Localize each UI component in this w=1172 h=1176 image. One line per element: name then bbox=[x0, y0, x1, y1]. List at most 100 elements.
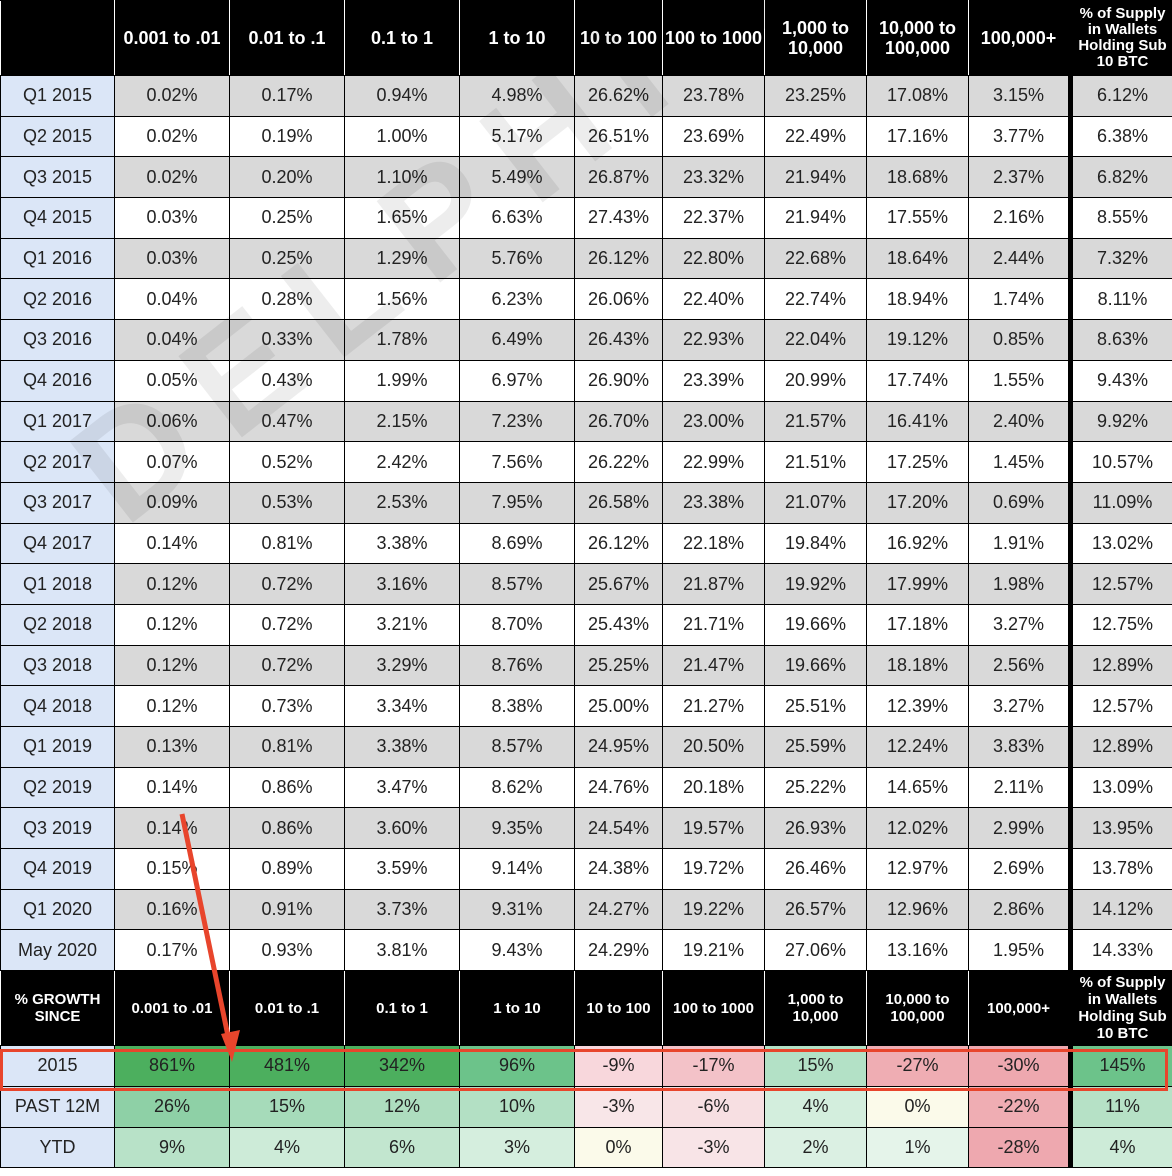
table-row: Q1 2019 0.13% 0.81% 3.38% 8.57% 24.95% 20.50% 2… bbox=[0, 726, 1172, 768]
table-cell: 0.02% bbox=[114, 115, 230, 158]
table-cell: 19.22% bbox=[662, 888, 765, 931]
growth-cell: -9% bbox=[574, 1045, 663, 1087]
table-cell: 0.25% bbox=[229, 197, 345, 239]
table-cell: 0.06% bbox=[114, 400, 230, 443]
table-cell: 0.81% bbox=[229, 522, 345, 565]
table-cell: 5.49% bbox=[459, 156, 575, 199]
growth-cell: 1% bbox=[866, 1126, 969, 1169]
table-cell: 20.99% bbox=[764, 359, 867, 402]
table-cell: 6.12% bbox=[1068, 75, 1172, 117]
table-cell: 13.16% bbox=[866, 929, 969, 972]
table-cell: 0.13% bbox=[114, 726, 230, 768]
table-cell: 14.33% bbox=[1068, 929, 1172, 972]
growth-cell: 9% bbox=[114, 1126, 230, 1169]
table-cell: 23.69% bbox=[662, 115, 765, 158]
table-cell: 3.38% bbox=[344, 522, 460, 565]
table-cell: 3.15% bbox=[968, 75, 1071, 117]
growth-cell: 4% bbox=[764, 1085, 867, 1128]
growth-cell: 0% bbox=[866, 1085, 969, 1128]
table-cell: 18.68% bbox=[866, 156, 969, 199]
table-cell: 23.32% bbox=[662, 156, 765, 199]
table-row: Q2 2019 0.14% 0.86% 3.47% 8.62% 24.76% 20.18% 2… bbox=[0, 766, 1172, 809]
table-row: Q1 2017 0.06% 0.47% 2.15% 7.23% 26.70% 23.00% 2… bbox=[0, 400, 1172, 443]
table-cell: 0.28% bbox=[229, 278, 345, 321]
table-cell: 27.43% bbox=[574, 197, 663, 239]
table-cell: 18.18% bbox=[866, 644, 969, 687]
growth-cell: 96% bbox=[459, 1045, 575, 1087]
table-cell: 8.69% bbox=[459, 522, 575, 565]
table-cell: 3.83% bbox=[968, 726, 1071, 768]
table-row: Q3 2019 0.14% 0.86% 3.60% 9.35% 24.54% 19.57% 2… bbox=[0, 807, 1172, 850]
table-cell: 17.16% bbox=[866, 115, 969, 158]
table-cell: 13.95% bbox=[1068, 807, 1172, 850]
growth-column-header: 10 to 100 bbox=[574, 970, 663, 1047]
growth-row: 2015 861% 481% 342% 96% -9% -17% 15% -27% -30% 145… bbox=[0, 1045, 1172, 1087]
table-cell: 17.20% bbox=[866, 481, 969, 524]
table-cell: 0.47% bbox=[229, 400, 345, 443]
table-cell: 25.25% bbox=[574, 644, 663, 687]
table-row: Q3 2018 0.12% 0.72% 3.29% 8.76% 25.25% 21.47% 1… bbox=[0, 644, 1172, 687]
growth-cell: 15% bbox=[764, 1045, 867, 1087]
table-cell: 26.70% bbox=[574, 400, 663, 443]
table-cell: 2.37% bbox=[968, 156, 1071, 199]
table-row: Q2 2016 0.04% 0.28% 1.56% 6.23% 26.06% 22.40% 2… bbox=[0, 278, 1172, 321]
table-cell: 0.43% bbox=[229, 359, 345, 402]
table-cell: 0.72% bbox=[229, 563, 345, 605]
table-row: Q3 2015 0.02% 0.20% 1.10% 5.49% 26.87% 23.32% 2… bbox=[0, 156, 1172, 199]
table-cell: 11.09% bbox=[1068, 481, 1172, 524]
table-cell: 19.66% bbox=[764, 644, 867, 687]
row-label: Q4 2015 bbox=[0, 197, 115, 239]
table-cell: 12.89% bbox=[1068, 644, 1172, 687]
table-cell: 12.75% bbox=[1068, 603, 1172, 646]
table-cell: 1.55% bbox=[968, 359, 1071, 402]
column-header: 0.01 to .1 bbox=[229, 0, 345, 76]
table-cell: 0.12% bbox=[114, 603, 230, 646]
table-row: May 2020 0.17% 0.93% 3.81% 9.43% 24.29% 19.21%… bbox=[0, 929, 1172, 972]
table-cell: 22.49% bbox=[764, 115, 867, 158]
table-cell: 0.73% bbox=[229, 685, 345, 727]
row-label: Q1 2016 bbox=[0, 237, 115, 280]
table-cell: 1.95% bbox=[968, 929, 1071, 972]
table-row: Q1 2020 0.16% 0.91% 3.73% 9.31% 24.27% 19.22% 2… bbox=[0, 888, 1172, 931]
table-cell: 17.74% bbox=[866, 359, 969, 402]
column-header: 1 to 10 bbox=[459, 0, 575, 76]
column-header: % of Supply in Wallets Holding Sub 10 BT… bbox=[1068, 0, 1172, 76]
table-cell: 0.02% bbox=[114, 75, 230, 117]
table-cell: 12.89% bbox=[1068, 726, 1172, 768]
row-label: Q2 2016 bbox=[0, 278, 115, 321]
table-cell: 25.43% bbox=[574, 603, 663, 646]
table-cell: 1.00% bbox=[344, 115, 460, 158]
table-cell: 2.16% bbox=[968, 197, 1071, 239]
table-cell: 21.51% bbox=[764, 441, 867, 483]
table-cell: 26.87% bbox=[574, 156, 663, 199]
table-cell: 2.56% bbox=[968, 644, 1071, 687]
table-cell: 18.94% bbox=[866, 278, 969, 321]
table-cell: 5.76% bbox=[459, 237, 575, 280]
growth-cell: 145% bbox=[1068, 1045, 1172, 1087]
table-cell: 21.71% bbox=[662, 603, 765, 646]
table-cell: 22.74% bbox=[764, 278, 867, 321]
table-cell: 26.57% bbox=[764, 888, 867, 931]
table-cell: 0.14% bbox=[114, 807, 230, 850]
growth-column-header: 10,000 to 100,000 bbox=[866, 970, 969, 1047]
table-cell: 8.63% bbox=[1068, 319, 1172, 361]
table-cell: 1.99% bbox=[344, 359, 460, 402]
table-cell: 24.95% bbox=[574, 726, 663, 768]
table-cell: 22.04% bbox=[764, 319, 867, 361]
growth-cell: -3% bbox=[662, 1126, 765, 1169]
table-cell: 9.43% bbox=[459, 929, 575, 972]
table-row: Q4 2019 0.15% 0.89% 3.59% 9.14% 24.38% 19.72% 2… bbox=[0, 848, 1172, 890]
table-cell: 22.99% bbox=[662, 441, 765, 483]
table-cell: 21.94% bbox=[764, 197, 867, 239]
table-cell: 0.52% bbox=[229, 441, 345, 483]
table-cell: 1.91% bbox=[968, 522, 1071, 565]
table-cell: 20.18% bbox=[662, 766, 765, 809]
table-cell: 0.14% bbox=[114, 766, 230, 809]
table-cell: 1.56% bbox=[344, 278, 460, 321]
table-cell: 3.77% bbox=[968, 115, 1071, 158]
growth-cell: 861% bbox=[114, 1045, 230, 1087]
table-cell: 8.76% bbox=[459, 644, 575, 687]
table-cell: 22.80% bbox=[662, 237, 765, 280]
